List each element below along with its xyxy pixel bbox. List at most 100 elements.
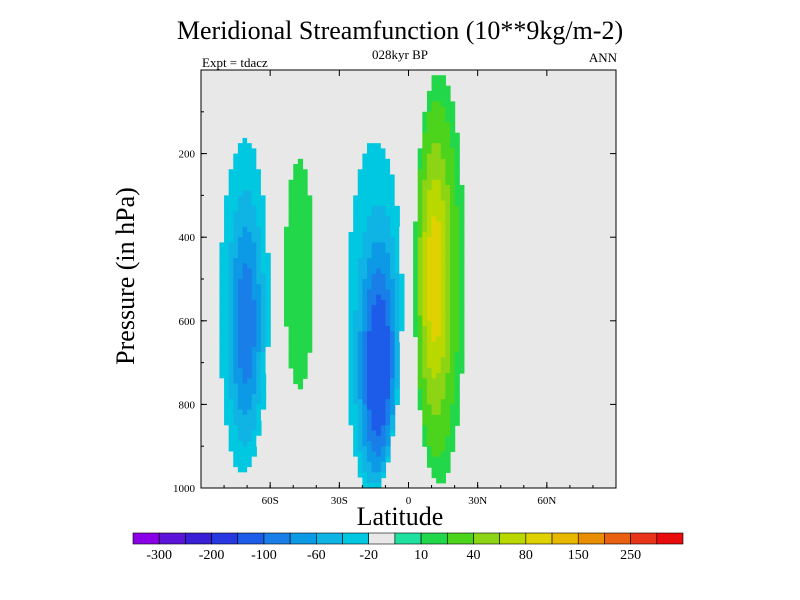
contour-cell: [302, 352, 308, 358]
contour-cell: [371, 320, 377, 327]
contour-cell: [450, 273, 456, 280]
contour-cell: [237, 451, 244, 458]
contour-cell: [431, 357, 437, 364]
contour-cell: [260, 174, 267, 181]
contour-cell: [431, 467, 437, 473]
contour-cell: [376, 420, 382, 426]
contour-cell: [362, 90, 368, 97]
contour-cell: [380, 153, 387, 160]
contour-cell: [224, 190, 230, 196]
contour-cell: [445, 326, 451, 332]
contour-cell: [256, 153, 262, 160]
contour-cell: [256, 200, 262, 207]
contour-cell: [367, 482, 373, 488]
contour-cell: [440, 148, 446, 155]
contour-cell: [371, 446, 377, 453]
contour-cell: [394, 211, 400, 217]
contour-cell: [431, 153, 437, 160]
contour-cell: [214, 346, 221, 353]
contour-cell: [422, 221, 428, 228]
contour-cell: [251, 294, 257, 301]
contour-cell: [426, 284, 433, 291]
contour-cell: [302, 216, 308, 223]
contour-cell: [459, 294, 465, 301]
contour-cell: [385, 122, 391, 129]
contour-cell: [353, 143, 359, 149]
contour-cell: [242, 315, 248, 322]
contour-cell: [426, 148, 433, 155]
contour-cell: [247, 200, 253, 207]
contour-cell: [477, 310, 483, 317]
contour-cell: [348, 179, 354, 186]
colorbar-swatch: [499, 532, 527, 545]
contour-cell: [440, 383, 446, 390]
contour-cell: [307, 205, 313, 212]
contour-cell: [450, 341, 456, 348]
contour-cell: [445, 315, 451, 322]
contour-cell: [251, 284, 257, 291]
contour-cell: [371, 310, 377, 317]
contour-cell: [394, 273, 400, 280]
contour-cell: [426, 346, 433, 353]
contour-cell: [228, 388, 234, 395]
contour-cell: [426, 341, 433, 348]
colorbar-swatch: [473, 532, 500, 545]
contour-cell: [251, 200, 257, 207]
contour-cell: [376, 101, 382, 108]
contour-cell: [242, 331, 248, 338]
contour-cell: [353, 336, 359, 343]
contour-cell: [307, 252, 313, 259]
contour-cell: [293, 367, 299, 374]
contour-cell: [367, 211, 373, 217]
contour-cell: [233, 247, 239, 254]
contour-cell: [251, 425, 257, 432]
contour-cell: [376, 184, 382, 191]
contour-cell: [343, 357, 350, 364]
contour-cell: [233, 472, 239, 479]
contour-cell: [224, 378, 230, 385]
contour-cell: [422, 362, 428, 369]
contour-cell: [454, 284, 460, 291]
contour-cell: [376, 289, 382, 296]
contour-cell: [288, 200, 294, 207]
contour-cell: [353, 279, 359, 285]
contour-cell: [436, 336, 442, 343]
contour-cell: [385, 326, 391, 332]
contour-cell: [237, 378, 244, 385]
contour-cell: [247, 137, 253, 144]
contour-cell: [426, 367, 433, 374]
contour-cell: [251, 336, 257, 343]
contour-cell: [343, 404, 350, 411]
contour-cell: [436, 247, 442, 254]
contour-cell: [422, 399, 428, 406]
contour-cell: [426, 205, 433, 212]
contour-cell: [436, 299, 442, 306]
contour-cell: [237, 216, 244, 223]
contour-cell: [302, 205, 308, 212]
contour-cell: [348, 164, 354, 170]
contour-cell: [242, 294, 248, 301]
contour-cell: [214, 367, 221, 374]
contour-cell: [242, 336, 248, 343]
contour-cell: [390, 289, 396, 296]
contour-cell: [431, 226, 437, 233]
contour-cell: [454, 195, 460, 202]
contour-cell: [224, 393, 230, 400]
contour-cell: [454, 169, 460, 176]
contour-cell: [367, 90, 373, 97]
contour-cell: [445, 378, 451, 385]
contour-cell: [293, 289, 299, 296]
contour-cell: [353, 226, 359, 233]
contour-cell: [242, 425, 248, 432]
contour-cell: [353, 263, 359, 270]
contour-cell: [251, 320, 257, 327]
contour-cell: [422, 357, 428, 364]
contour-cell: [224, 184, 230, 191]
contour-cell: [233, 393, 239, 400]
contour-cell: [251, 205, 257, 212]
contour-cell: [440, 106, 446, 113]
contour-cell: [380, 190, 387, 196]
contour-cell: [228, 420, 234, 426]
contour-cell: [348, 393, 354, 400]
contour-cell: [214, 273, 221, 280]
